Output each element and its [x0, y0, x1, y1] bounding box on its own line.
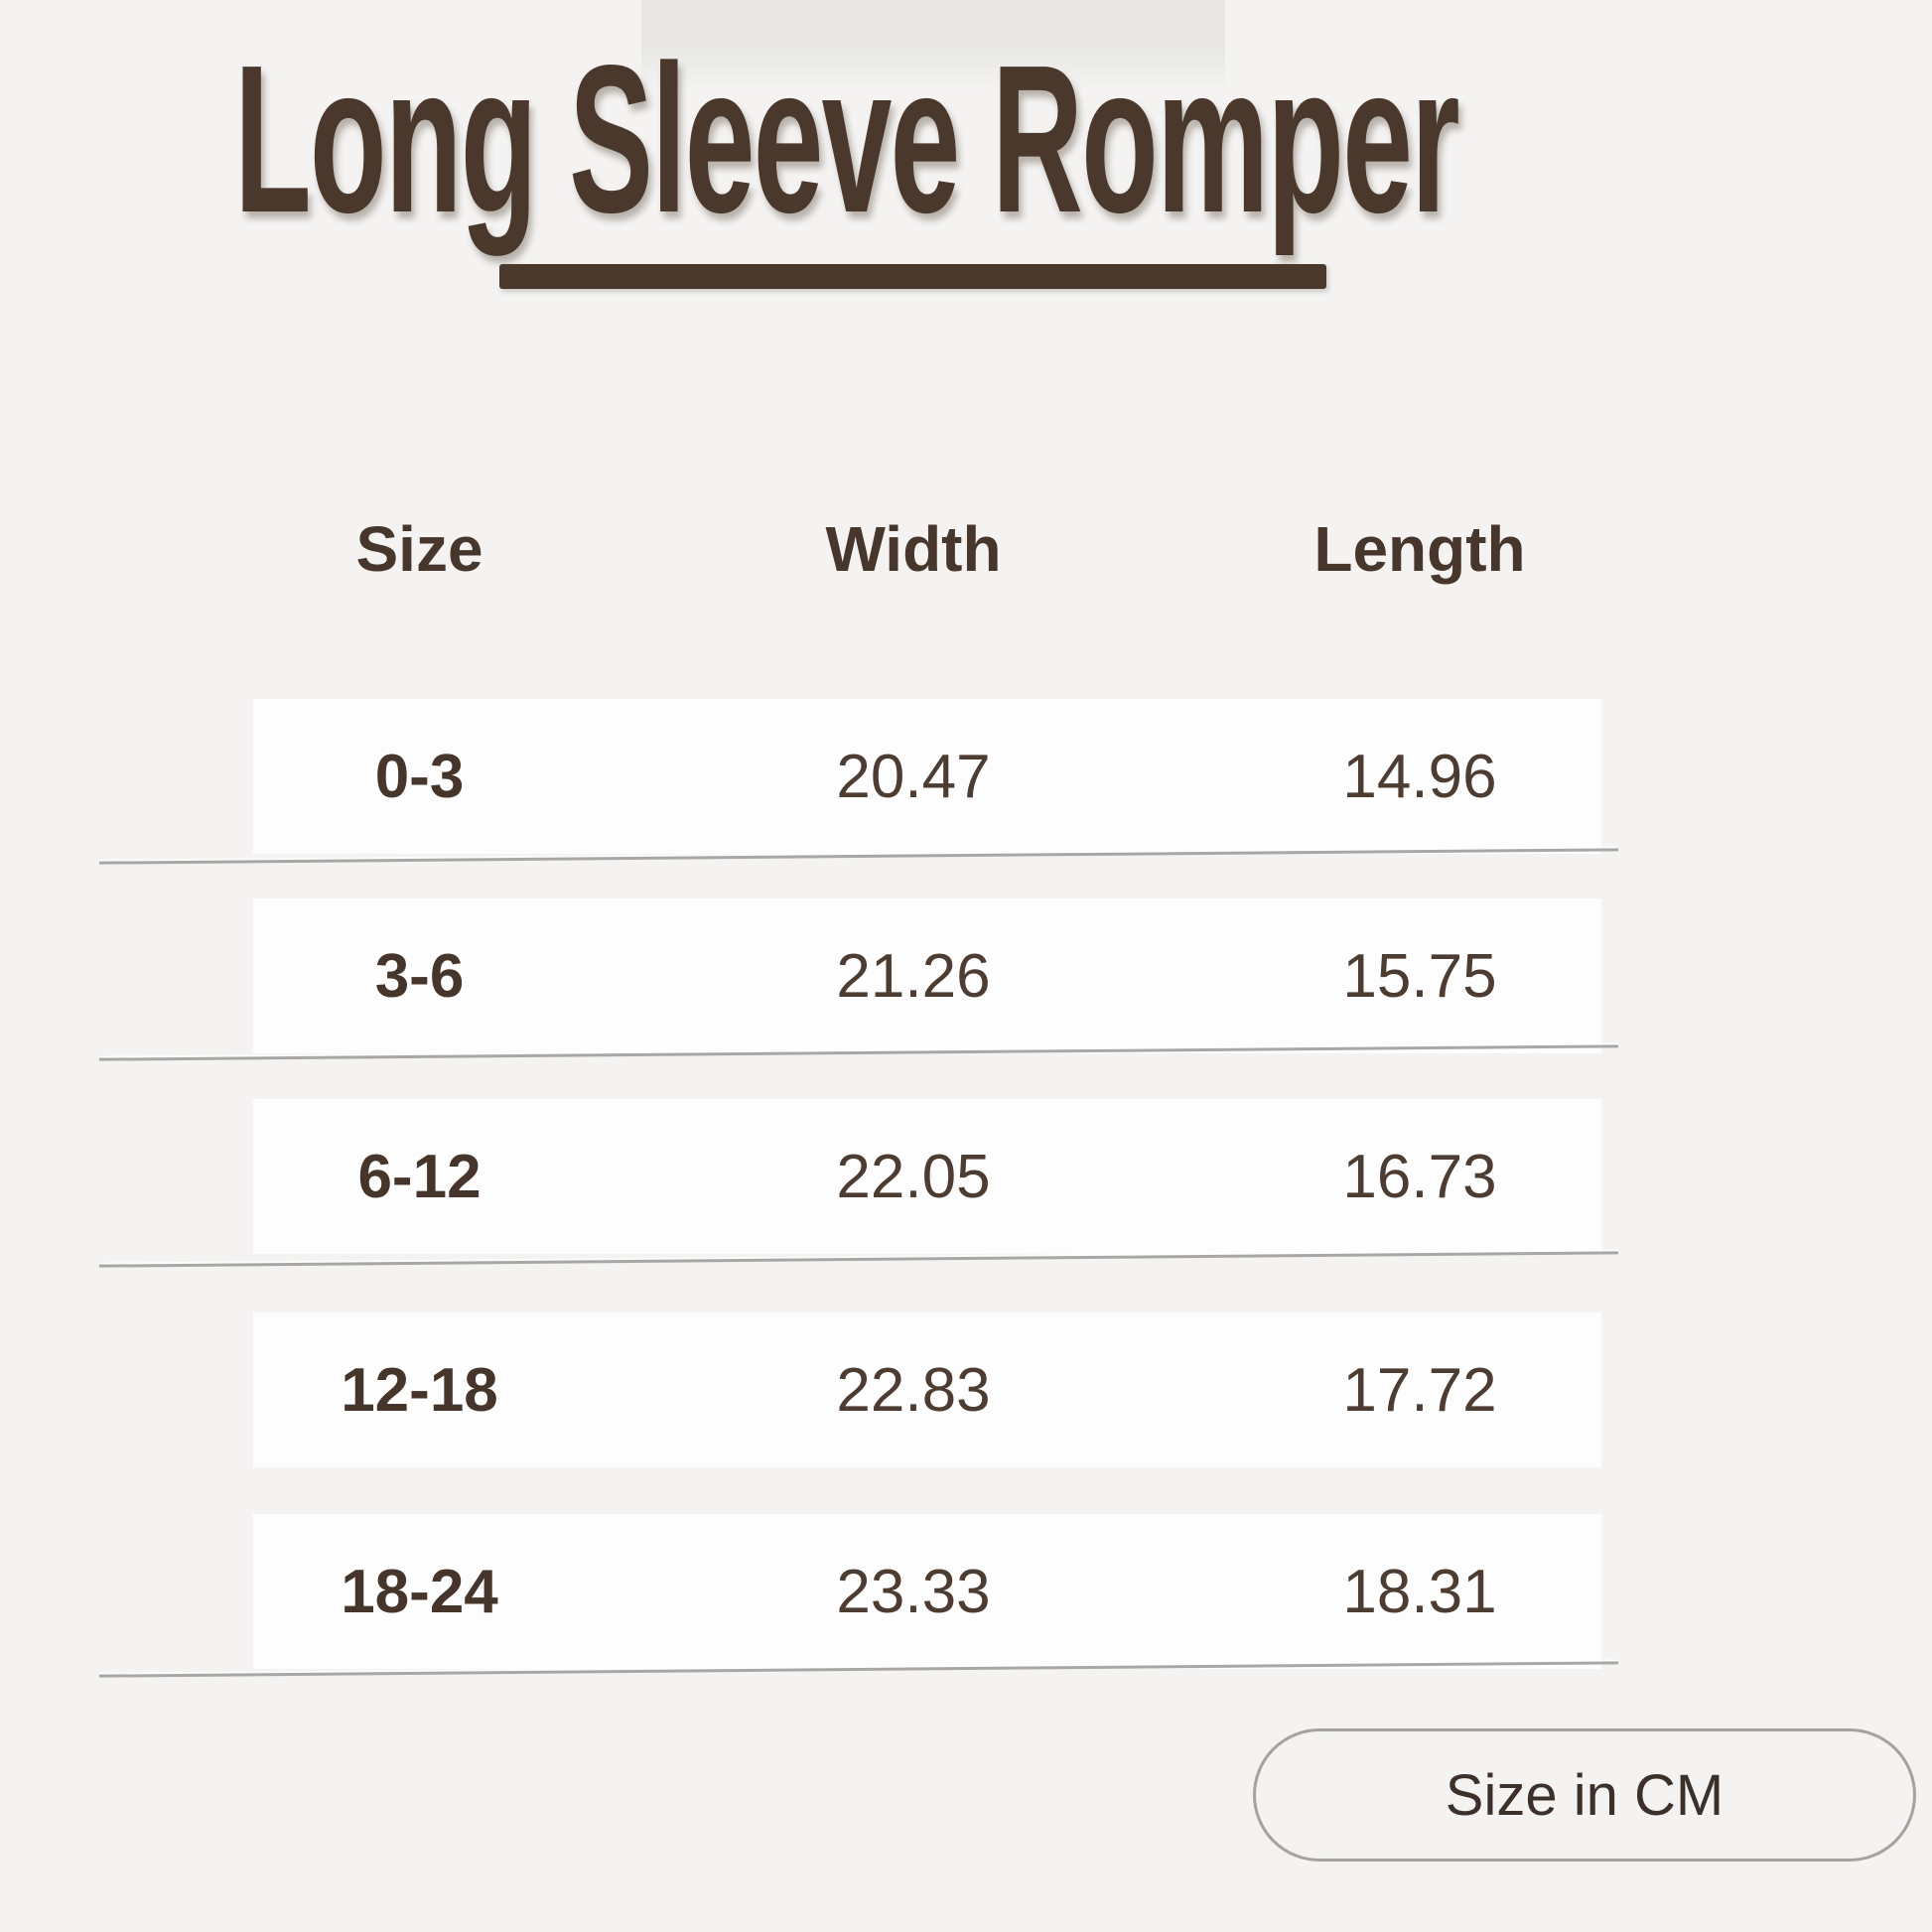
- width-cell: 22.05: [836, 1142, 991, 1211]
- size-cell: 0-3: [374, 742, 465, 811]
- width-cell: 20.47: [836, 742, 991, 811]
- size-cell: 18-24: [341, 1557, 498, 1626]
- top-highlight-band: [641, 0, 1225, 91]
- size-cell: 6-12: [357, 1142, 482, 1211]
- length-cell: 14.96: [1342, 742, 1497, 811]
- table-row: 12-18 22.83 17.72: [253, 1312, 1601, 1467]
- length-cell: 18.31: [1342, 1557, 1497, 1626]
- table-row: 6-12 22.05 16.73: [253, 1099, 1601, 1254]
- unit-badge[interactable]: Size in CM: [1253, 1728, 1916, 1862]
- length-cell: 16.73: [1342, 1142, 1497, 1211]
- width-cell: 22.83: [836, 1355, 991, 1425]
- title-underline: [499, 264, 1326, 289]
- column-header-length: Length: [1313, 513, 1526, 585]
- page-title: Long Sleeve Romper: [234, 21, 1460, 256]
- width-cell: 23.33: [836, 1557, 991, 1626]
- length-cell: 15.75: [1342, 941, 1497, 1011]
- table-row: 0-3 20.47 14.96: [253, 699, 1601, 854]
- table-header-row: Size Width Length: [253, 509, 1601, 589]
- table-row: 18-24 23.33 18.31: [253, 1514, 1601, 1669]
- size-cell: 3-6: [374, 941, 465, 1011]
- length-cell: 17.72: [1342, 1355, 1497, 1425]
- column-header-width: Width: [825, 513, 1002, 585]
- width-cell: 21.26: [836, 941, 991, 1011]
- size-cell: 12-18: [341, 1355, 498, 1425]
- column-header-size: Size: [355, 513, 483, 585]
- table-row: 3-6 21.26 15.75: [253, 898, 1601, 1053]
